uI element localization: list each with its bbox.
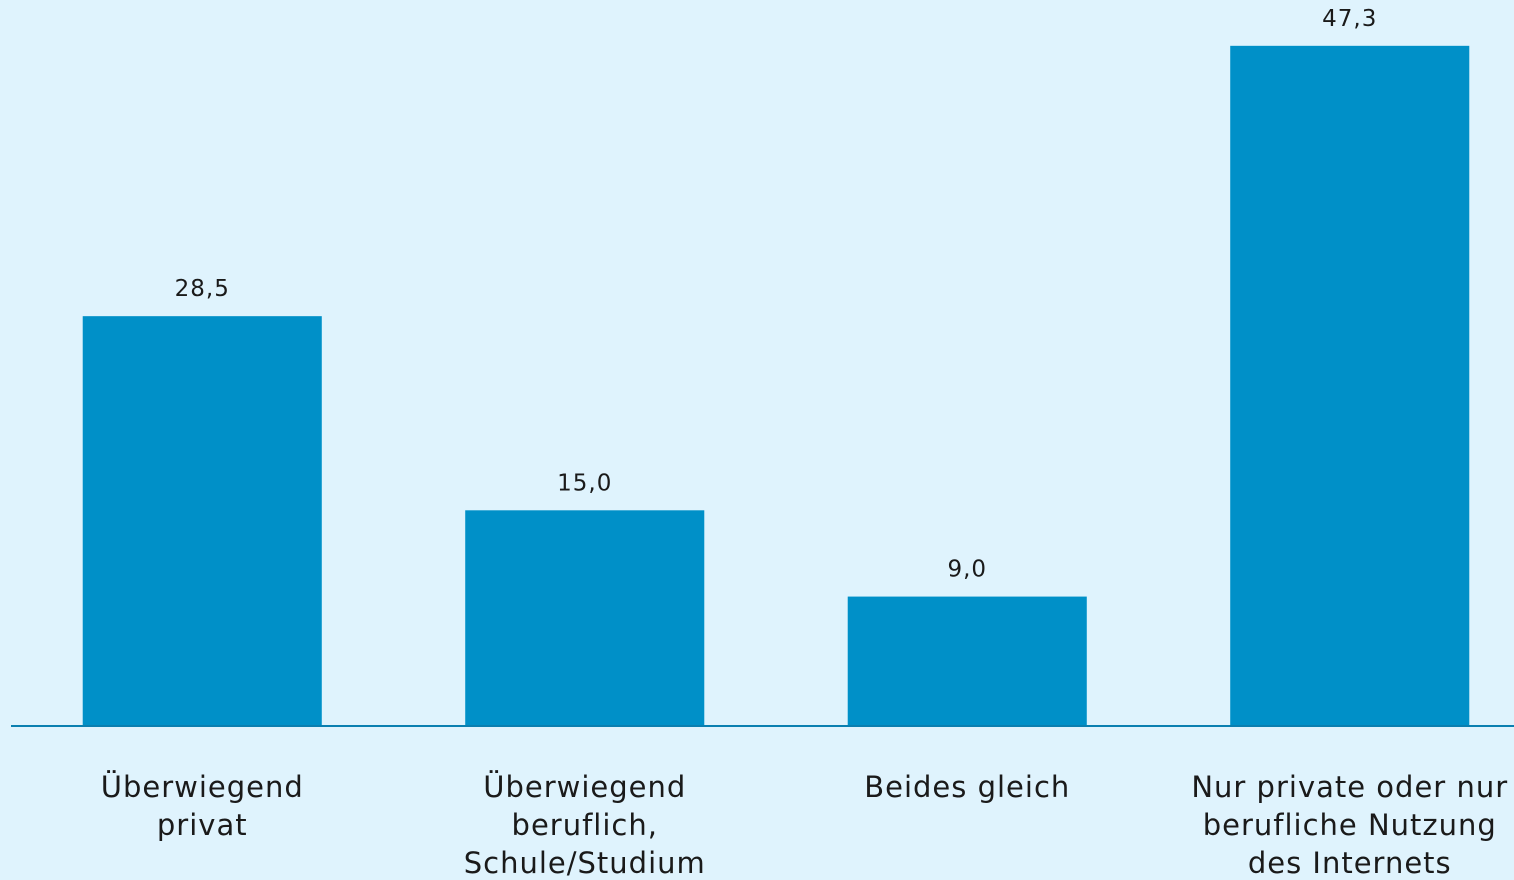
value-label: 9,0 — [947, 557, 987, 583]
bar — [847, 596, 1087, 726]
bar — [465, 510, 705, 726]
x-tick-label: Beides gleich — [864, 770, 1071, 804]
value-label: 47,3 — [1322, 6, 1377, 32]
bar — [82, 316, 322, 726]
x-tick-label: Überwiegend beruflich, Schule/Studium — [463, 770, 706, 880]
x-tick-label: Überwiegend privat — [100, 770, 304, 842]
value-label: 28,5 — [175, 276, 230, 302]
value-label: 15,0 — [557, 470, 612, 496]
bar — [1230, 45, 1470, 727]
x-tick-label: Nur private oder nur berufliche Nutzung … — [1191, 770, 1509, 880]
